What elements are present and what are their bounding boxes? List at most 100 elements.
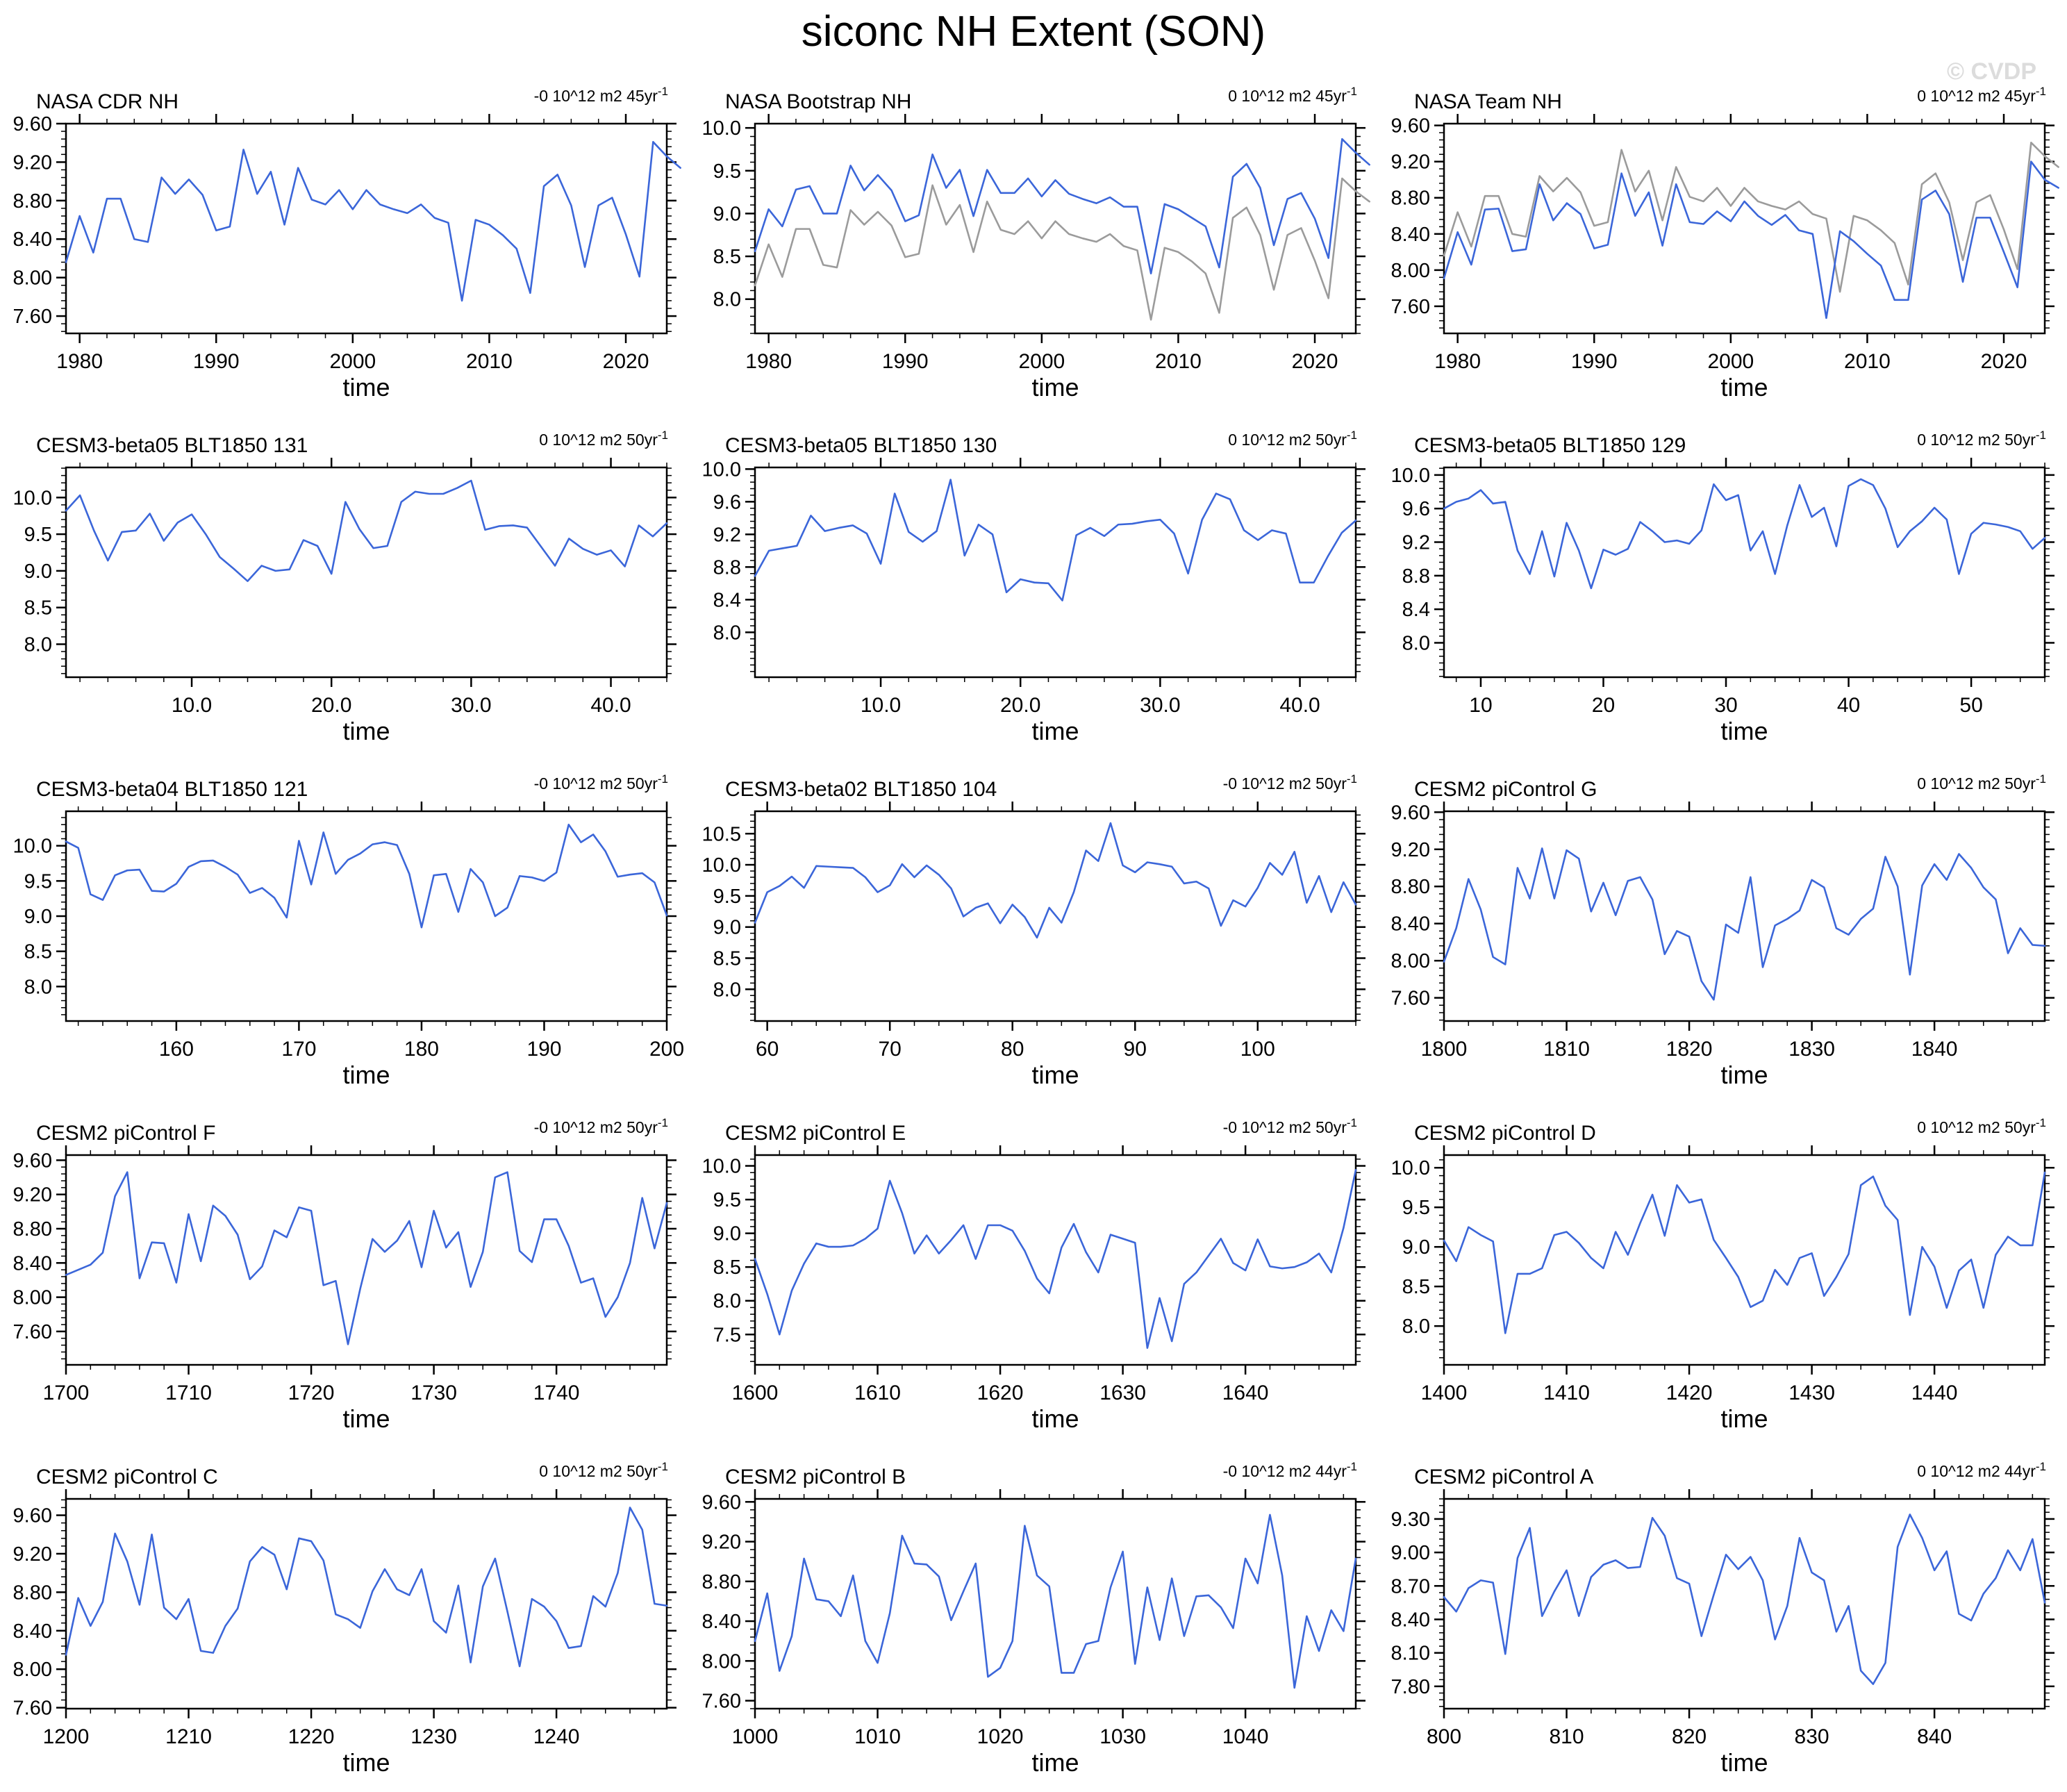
x-tick-label: 20.0	[311, 694, 351, 717]
y-tick-label: 8.40	[702, 1611, 741, 1633]
x-tick-label: 830	[1795, 1725, 1829, 1748]
y-tick-label: 9.20	[1391, 839, 1430, 861]
chart-title: CESM2 piControl F	[36, 1122, 215, 1145]
x-tick-label: 1810	[1543, 1038, 1590, 1061]
y-tick-label: 8.10	[1391, 1643, 1430, 1665]
chart-panel-9: CESM2 piControl F -0 10^12 m2 50yr-1 1700 1…	[0, 1101, 689, 1445]
y-tick-label: 8.4	[713, 589, 741, 611]
y-tick-label: 8.00	[13, 1287, 52, 1309]
chart-units: 0 10^12 m2 50yr-1	[1917, 772, 2046, 793]
data-line-0	[1443, 1171, 2046, 1334]
y-tick-label: 8.40	[1391, 913, 1430, 936]
x-tick-label: 40.0	[1279, 694, 1320, 717]
chart-title: CESM3-beta05 BLT1850 131	[36, 434, 308, 457]
x-tick-label: 90	[1124, 1038, 1147, 1061]
x-tick-label: 2020	[1292, 350, 1338, 373]
x-axis-label: time	[1720, 1404, 1768, 1433]
chart-svg: CESM2 piControl E -0 10^12 m2 50yr-1 1600 1…	[702, 1116, 1365, 1433]
chart-units: 0 10^12 m2 50yr-1	[539, 429, 668, 449]
chart-panel-5: CESM3-beta05 BLT1850 129 0 10^12 m2 50yr-…	[1378, 413, 2067, 757]
x-tick-label: 2000	[1018, 350, 1065, 373]
x-axis-label: time	[342, 1748, 390, 1777]
x-axis-label: time	[1720, 1748, 1768, 1777]
data-line-0	[754, 479, 1357, 602]
y-tick-label: 8.0	[24, 633, 52, 656]
chart-units: -0 10^12 m2 50yr-1	[534, 1116, 668, 1136]
x-tick-label: 2000	[329, 350, 376, 373]
y-tick-label: 8.00	[1391, 950, 1430, 972]
x-tick-label: 1220	[288, 1725, 335, 1748]
data-line-0	[1443, 142, 2059, 293]
data-line-0	[1443, 847, 2046, 1001]
chart-svg: CESM3-beta02 BLT1850 104 -0 10^12 m2 50yr…	[702, 772, 1365, 1089]
x-axis-label: time	[1031, 1404, 1079, 1433]
x-tick-label: 1800	[1421, 1038, 1468, 1061]
chart-svg: NASA Team NH 0 10^12 m2 45yr-1 1980 1990 200…	[1391, 85, 2059, 401]
data-line-0	[754, 822, 1357, 939]
x-tick-label: 1200	[43, 1725, 90, 1748]
chart-units: -0 10^12 m2 50yr-1	[534, 772, 668, 793]
x-tick-label: 2020	[1981, 350, 2027, 373]
x-tick-label: 30.0	[451, 694, 491, 717]
x-axis-label: time	[1031, 373, 1079, 401]
y-tick-label: 9.20	[13, 1184, 52, 1206]
x-tick-label: 1830	[1788, 1038, 1835, 1061]
chart-panel-4: CESM3-beta05 BLT1850 130 0 10^12 m2 50yr-…	[689, 413, 1378, 757]
x-tick-label: 2000	[1707, 350, 1754, 373]
x-tick-label: 1600	[732, 1382, 779, 1404]
data-line-0	[754, 1513, 1357, 1689]
y-tick-label: 8.0	[1402, 632, 1430, 654]
plot-frame	[65, 1154, 668, 1366]
y-tick-label: 9.60	[13, 1505, 52, 1527]
plot-frame	[754, 122, 1357, 335]
plot-frame	[1443, 1154, 2046, 1366]
chart-svg: CESM2 piControl B -0 10^12 m2 44yr-1 1000 1…	[702, 1460, 1365, 1777]
chart-units: 0 10^12 m2 50yr-1	[539, 1460, 668, 1480]
x-axis-label: time	[342, 1061, 390, 1089]
data-line-0	[65, 823, 668, 929]
y-tick-label: 9.20	[13, 1543, 52, 1566]
chart-title: CESM2 piControl C	[36, 1466, 218, 1488]
y-tick-label: 9.30	[1391, 1509, 1430, 1531]
chart-svg: CESM3-beta05 BLT1850 129 0 10^12 m2 50yr-…	[1391, 429, 2054, 745]
y-tick-label: 7.60	[1391, 296, 1430, 318]
x-tick-label: 2010	[1844, 350, 1891, 373]
plot-frame	[65, 122, 668, 335]
chart-svg: NASA Bootstrap NH 0 10^12 m2 45yr-1 1980 19…	[702, 85, 1370, 401]
chart-svg: CESM3-beta05 BLT1850 131 0 10^12 m2 50yr-…	[13, 429, 676, 745]
y-tick-label: 9.0	[713, 1223, 741, 1245]
y-tick-label: 8.5	[1402, 1276, 1430, 1298]
y-tick-label: 8.80	[13, 190, 52, 213]
chart-title: CESM3-beta02 BLT1850 104	[725, 778, 997, 801]
plot-frame	[754, 1498, 1357, 1710]
y-tick-label: 8.00	[13, 267, 52, 290]
chart-panel-1: NASA Bootstrap NH 0 10^12 m2 45yr-1 1980 19…	[689, 69, 1378, 413]
plot-frame	[754, 810, 1357, 1022]
x-tick-label: 40.0	[590, 694, 631, 717]
x-tick-label: 820	[1672, 1725, 1707, 1748]
y-tick-label: 10.0	[1391, 1157, 1430, 1179]
x-tick-label: 170	[281, 1038, 316, 1061]
x-tick-label: 30	[1714, 694, 1737, 717]
x-tick-label: 1980	[1434, 350, 1481, 373]
chart-units: -0 10^12 m2 50yr-1	[1223, 772, 1357, 793]
y-tick-label: 8.80	[13, 1218, 52, 1241]
chart-units: -0 10^12 m2 45yr-1	[534, 85, 668, 105]
y-tick-label: 10.0	[702, 117, 741, 140]
chart-units: 0 10^12 m2 50yr-1	[1228, 429, 1357, 449]
x-axis-label: time	[342, 717, 390, 745]
y-tick-label: 9.20	[1391, 151, 1430, 174]
chart-panel-13: CESM2 piControl B -0 10^12 m2 44yr-1 1000 1…	[689, 1445, 1378, 1789]
x-tick-label: 180	[404, 1038, 439, 1061]
x-tick-label: 30.0	[1140, 694, 1180, 717]
x-tick-label: 1640	[1222, 1382, 1269, 1404]
y-tick-label: 8.5	[713, 1256, 741, 1279]
x-tick-label: 40	[1837, 694, 1860, 717]
y-tick-label: 9.60	[1391, 802, 1430, 824]
x-axis-label: time	[342, 373, 390, 401]
chart-title: CESM2 piControl E	[725, 1122, 906, 1145]
x-tick-label: 100	[1240, 1038, 1275, 1061]
chart-svg: CESM2 piControl A 0 10^12 m2 44yr-1 800 810…	[1391, 1460, 2054, 1777]
y-tick-label: 10.0	[702, 854, 741, 877]
chart-svg: CESM2 piControl F -0 10^12 m2 50yr-1 1700 1…	[13, 1116, 676, 1433]
